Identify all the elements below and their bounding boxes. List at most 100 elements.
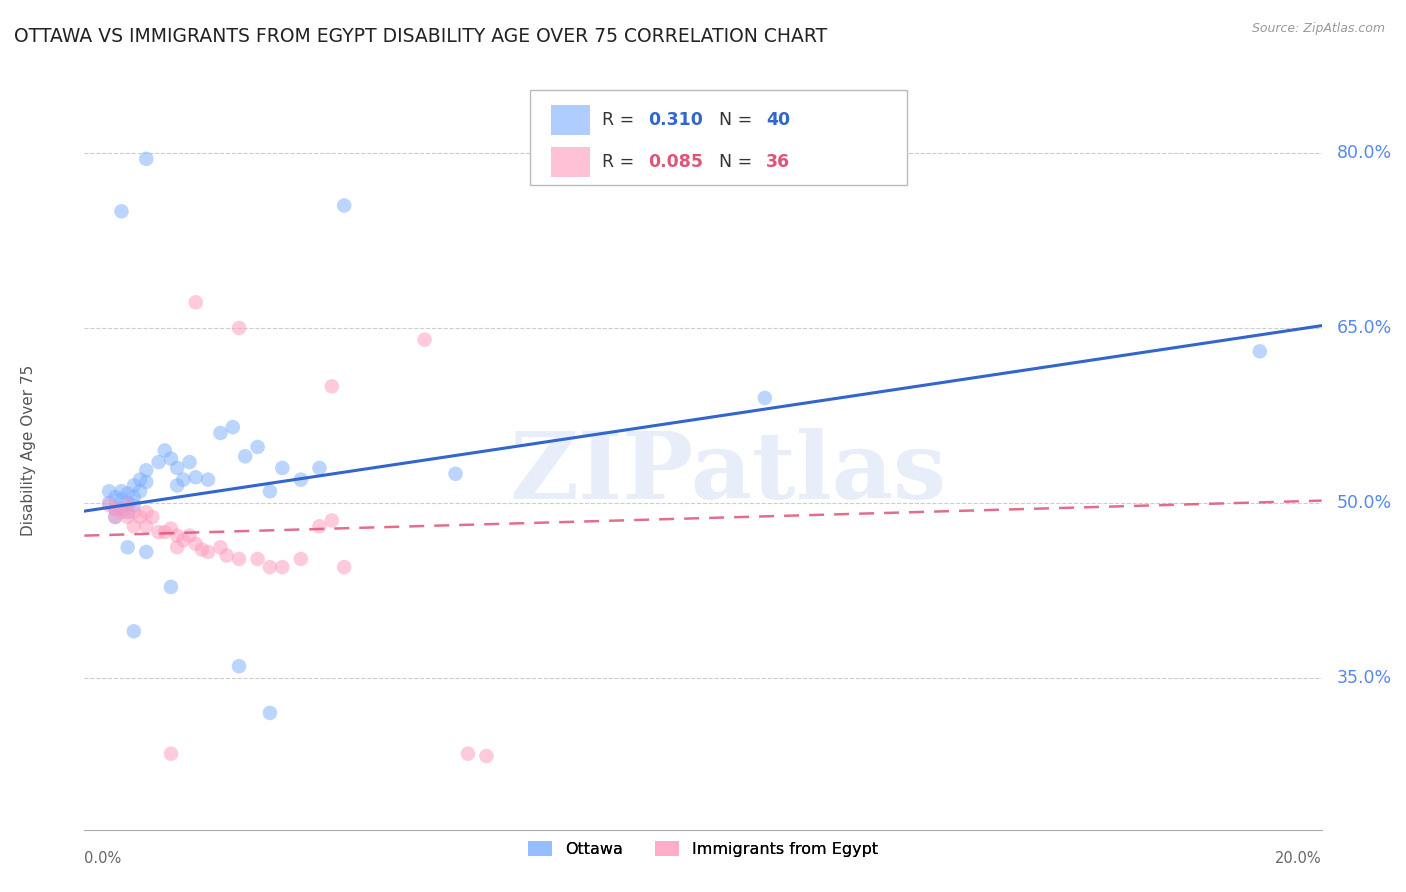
Point — [98, 496, 121, 510]
Text: N =: N = — [718, 153, 758, 171]
Point — [166, 461, 188, 475]
Text: R =: R = — [602, 153, 640, 171]
Point — [475, 749, 498, 764]
Point — [166, 528, 188, 542]
Point — [110, 492, 132, 507]
Point — [308, 519, 330, 533]
Point — [184, 537, 207, 551]
Point — [160, 522, 183, 536]
Point — [413, 333, 436, 347]
Point — [321, 379, 343, 393]
Point — [122, 505, 145, 519]
Point — [122, 519, 145, 533]
Point — [110, 505, 132, 519]
Point — [259, 484, 281, 499]
Point — [179, 455, 201, 469]
Text: 65.0%: 65.0% — [1337, 319, 1392, 337]
Point — [129, 473, 152, 487]
Text: 0.0%: 0.0% — [84, 851, 121, 865]
Text: 20.0%: 20.0% — [1275, 851, 1322, 865]
Point — [172, 473, 194, 487]
Point — [233, 450, 256, 464]
Point — [110, 204, 132, 219]
Point — [148, 455, 170, 469]
Point — [135, 152, 157, 166]
Point — [104, 501, 127, 516]
Point — [135, 463, 157, 477]
Text: 80.0%: 80.0% — [1337, 144, 1392, 162]
Point — [117, 486, 139, 500]
Point — [135, 505, 157, 519]
Point — [333, 560, 356, 574]
Point — [215, 549, 238, 563]
Point — [135, 475, 157, 489]
Point — [754, 391, 776, 405]
Point — [184, 295, 207, 310]
Point — [444, 467, 467, 481]
Text: 35.0%: 35.0% — [1337, 669, 1392, 687]
Point — [104, 490, 127, 504]
Point — [160, 747, 183, 761]
Point — [141, 510, 163, 524]
Point — [259, 560, 281, 574]
Point — [228, 659, 250, 673]
Point — [110, 501, 132, 516]
Text: OTTAWA VS IMMIGRANTS FROM EGYPT DISABILITY AGE OVER 75 CORRELATION CHART: OTTAWA VS IMMIGRANTS FROM EGYPT DISABILI… — [14, 27, 827, 45]
Point — [172, 533, 194, 548]
Point — [209, 425, 232, 440]
Text: ZIPatlas: ZIPatlas — [509, 428, 946, 518]
Point — [110, 484, 132, 499]
Text: 50.0%: 50.0% — [1337, 494, 1392, 512]
Text: Source: ZipAtlas.com: Source: ZipAtlas.com — [1251, 22, 1385, 36]
Point — [1249, 344, 1271, 359]
Text: N =: N = — [718, 112, 758, 129]
Point — [246, 440, 269, 454]
Point — [135, 545, 157, 559]
FancyBboxPatch shape — [551, 105, 591, 136]
Point — [153, 443, 176, 458]
Text: 0.310: 0.310 — [648, 112, 703, 129]
Point — [228, 552, 250, 566]
Point — [246, 552, 269, 566]
Point — [166, 541, 188, 555]
Point — [228, 321, 250, 335]
Point — [122, 624, 145, 639]
Point — [197, 473, 219, 487]
Point — [160, 580, 183, 594]
Point — [129, 510, 152, 524]
FancyBboxPatch shape — [530, 90, 907, 186]
Point — [179, 528, 201, 542]
Point — [209, 541, 232, 555]
Point — [122, 490, 145, 504]
Point — [117, 505, 139, 519]
Point — [271, 461, 294, 475]
Point — [160, 451, 183, 466]
Point — [191, 542, 214, 557]
Point — [117, 498, 139, 512]
Point — [129, 484, 152, 499]
Point — [104, 510, 127, 524]
Point — [308, 461, 330, 475]
Point — [135, 519, 157, 533]
Text: 0.085: 0.085 — [648, 153, 703, 171]
Point — [98, 498, 121, 512]
Point — [271, 560, 294, 574]
Point — [166, 478, 188, 492]
Point — [197, 545, 219, 559]
Text: Disability Age Over 75: Disability Age Over 75 — [21, 365, 37, 536]
Point — [321, 513, 343, 527]
Point — [104, 501, 127, 516]
Point — [222, 420, 245, 434]
Point — [290, 473, 312, 487]
Text: 36: 36 — [766, 153, 790, 171]
Point — [259, 706, 281, 720]
Point — [117, 541, 139, 555]
Point — [117, 496, 139, 510]
Text: R =: R = — [602, 112, 640, 129]
Point — [290, 552, 312, 566]
Point — [333, 198, 356, 212]
Point — [122, 498, 145, 512]
FancyBboxPatch shape — [551, 147, 591, 178]
Text: 40: 40 — [766, 112, 790, 129]
Point — [153, 525, 176, 540]
